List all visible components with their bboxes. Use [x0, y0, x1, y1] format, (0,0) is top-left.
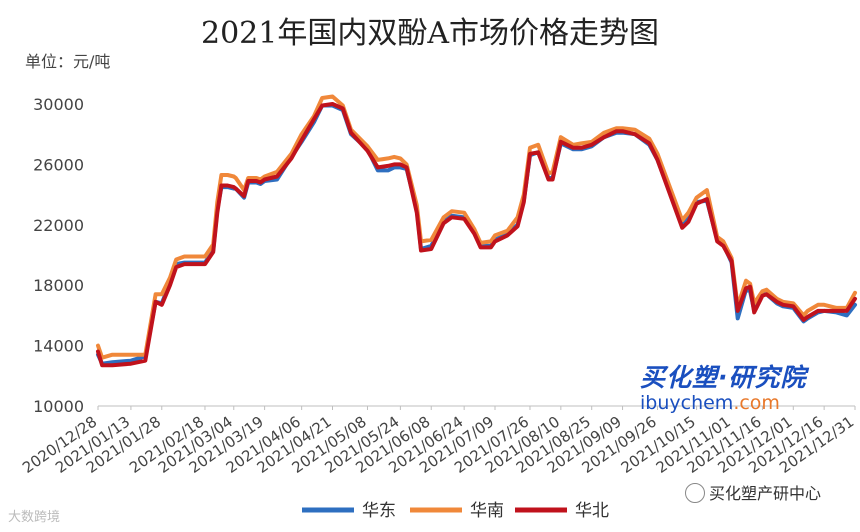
- brand-url: ibuychem.com: [640, 392, 780, 414]
- watermark-right: 买化塑产研中心: [685, 480, 821, 505]
- unit-label: 单位：元/吨: [25, 52, 111, 71]
- chart-title: 2021年国内双酚A市场价格走势图: [200, 16, 659, 51]
- brand-logo-text: 买化塑·研究院: [640, 363, 807, 392]
- y-tick-label: 26000: [33, 155, 84, 174]
- wechat-icon: [685, 482, 705, 503]
- legend-label: 华北: [575, 501, 609, 521]
- watermark-right-label: 买化塑产研中心: [709, 484, 822, 503]
- brand-url-main: ibuychem: [640, 392, 734, 414]
- brand-url-suffix: .com: [733, 392, 780, 414]
- y-tick-label: 10000: [33, 397, 84, 416]
- y-tick-label: 14000: [33, 337, 84, 356]
- y-tick-label: 18000: [33, 276, 84, 295]
- legend-label: 华东: [362, 501, 396, 521]
- y-tick-label: 30000: [33, 95, 84, 114]
- y-tick-label: 22000: [33, 216, 84, 235]
- legend-label: 华南: [470, 501, 504, 521]
- series-line-south: [96, 94, 857, 360]
- series-line-north: [96, 102, 857, 368]
- watermark-left: 大数跨境: [8, 510, 61, 525]
